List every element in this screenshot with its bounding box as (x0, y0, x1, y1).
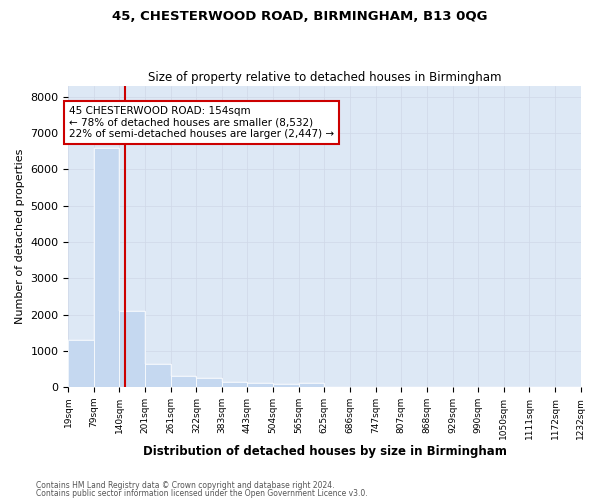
X-axis label: Distribution of detached houses by size in Birmingham: Distribution of detached houses by size … (143, 444, 506, 458)
Bar (94, 148, 119, 387)
Bar (273, 384, 299, 387)
Text: Contains HM Land Registry data © Crown copyright and database right 2024.: Contains HM Land Registry data © Crown c… (36, 480, 335, 490)
Text: 45 CHESTERWOOD ROAD: 154sqm
← 78% of detached houses are smaller (8,532)
22% of : 45 CHESTERWOOD ROAD: 154sqm ← 78% of det… (69, 106, 334, 139)
Bar (170, 376, 196, 387)
Bar (222, 382, 247, 387)
Text: Contains public sector information licensed under the Open Government Licence v3: Contains public sector information licen… (36, 489, 368, 498)
Text: 45, CHESTERWOOD ROAD, BIRMINGHAM, B13 0QG: 45, CHESTERWOOD ROAD, BIRMINGHAM, B13 0Q… (112, 10, 488, 23)
Y-axis label: Number of detached properties: Number of detached properties (15, 149, 25, 324)
Bar (196, 378, 222, 387)
Title: Size of property relative to detached houses in Birmingham: Size of property relative to detached ho… (148, 70, 501, 84)
Bar (247, 383, 273, 387)
Bar (68, 340, 94, 387)
Bar (145, 364, 170, 387)
Bar (299, 383, 324, 387)
Bar (119, 312, 145, 387)
